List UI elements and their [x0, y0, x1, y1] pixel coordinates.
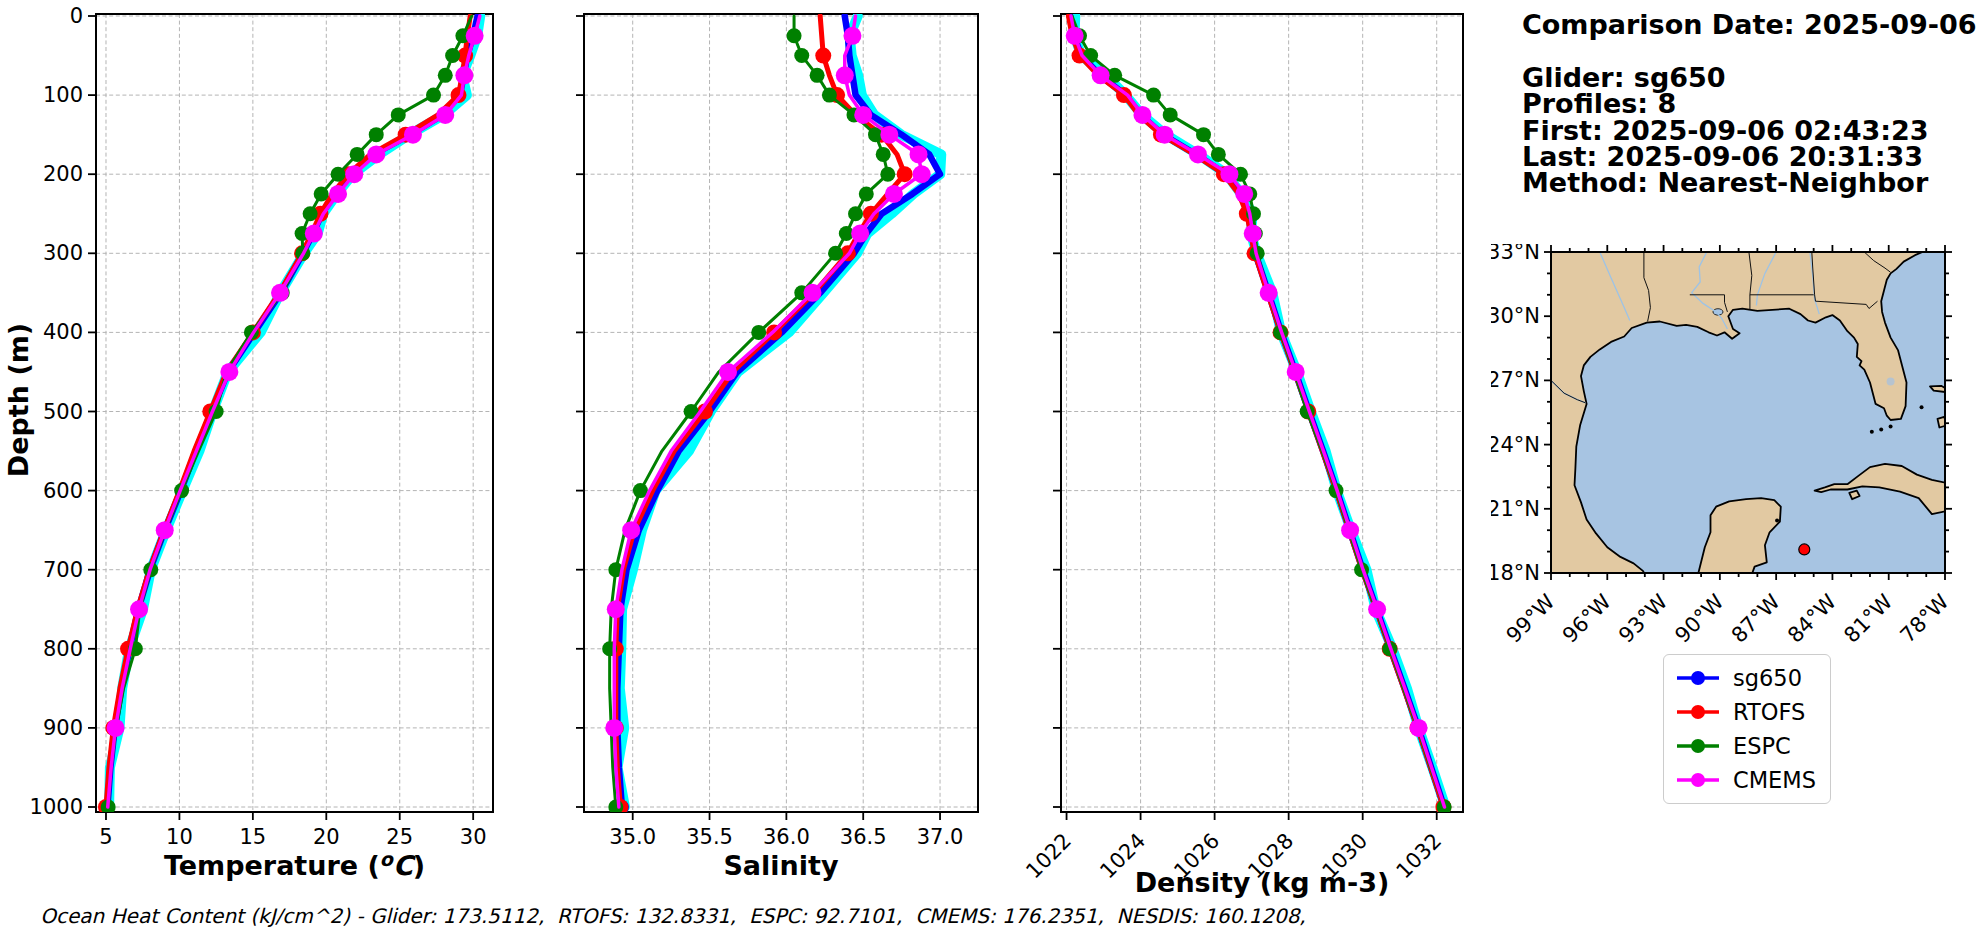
svg-text:0: 0: [70, 4, 83, 28]
svg-text:33°N: 33°N: [1491, 244, 1540, 264]
svg-text:35.0: 35.0: [609, 825, 656, 849]
svg-text:200: 200: [43, 162, 83, 186]
markers-CMEMS: [605, 27, 930, 737]
panel-density: 102210241026102810301032Density (kg m-3): [1021, 14, 1463, 898]
legend-item-RTOFS: RTOFS: [1675, 695, 1816, 729]
legend-item-CMEMS: CMEMS: [1675, 763, 1816, 797]
svg-text:1000: 1000: [30, 795, 83, 819]
svg-text:35.5: 35.5: [686, 825, 733, 849]
markers-ESPC: [101, 28, 471, 814]
svg-text:87°W: 87°W: [1727, 589, 1785, 644]
method: Method: Nearest-Neighbor: [1522, 170, 1977, 196]
first-profile-time: First: 2025-09-06 02:43:23: [1522, 118, 1977, 144]
markers-RTOFS: [98, 48, 473, 815]
svg-text:1032: 1032: [1391, 829, 1446, 884]
grid-temperature: [96, 14, 493, 812]
svg-text:20: 20: [313, 825, 340, 849]
svg-text:600: 600: [43, 479, 83, 503]
svg-text:93°W: 93°W: [1614, 589, 1672, 644]
svg-text:24°N: 24°N: [1491, 433, 1540, 457]
legend-item-sg650: sg650: [1675, 661, 1816, 695]
xlabel-salinity: Salinity: [723, 850, 839, 881]
svg-text:100: 100: [43, 83, 83, 107]
markers-RTOFS: [1072, 48, 1452, 815]
xlabel-temperature: Temperature (oC): [164, 848, 425, 881]
svg-text:81°W: 81°W: [1839, 589, 1897, 644]
panel-temperature: 5101520253001002003004005006007008009001…: [30, 4, 493, 881]
svg-text:15: 15: [239, 825, 266, 849]
legend-label: RTOFS: [1733, 699, 1805, 725]
svg-text:400: 400: [43, 320, 83, 344]
ticklabels-salinity: 35.0 35.5 36.0 36.5 37.0: [609, 825, 963, 849]
markers-ESPC: [1072, 28, 1452, 814]
svg-text:27°N: 27°N: [1491, 368, 1540, 392]
svg-text:90°W: 90°W: [1670, 589, 1728, 644]
legend-label: ESPC: [1733, 733, 1791, 759]
svg-text:30: 30: [460, 825, 487, 849]
svg-text:99°W: 99°W: [1502, 589, 1560, 644]
svg-text:10: 10: [166, 825, 193, 849]
svg-text:5: 5: [99, 825, 112, 849]
svg-text:36.5: 36.5: [840, 825, 887, 849]
location-map: 33°N 30°N 27°N 24°N 21°N 18°N 99°W96°W93°W90°W…: [1491, 244, 1971, 648]
svg-text:36.0: 36.0: [763, 825, 810, 849]
markers-CMEMS: [1066, 27, 1428, 737]
svg-text:84°W: 84°W: [1783, 589, 1841, 644]
figure: 5101520253001002003004005006007008009001…: [0, 0, 1987, 934]
xlabel-density: Density (kg m-3): [1135, 867, 1390, 898]
svg-text:78°W: 78°W: [1896, 589, 1954, 644]
svg-text:21°N: 21°N: [1491, 497, 1540, 521]
profiles-count: Profiles: 8: [1522, 91, 1977, 117]
glider-position-marker: [1799, 544, 1810, 555]
profile-charts: 5101520253001002003004005006007008009001…: [0, 0, 1500, 934]
markers-ESPC: [602, 28, 895, 814]
legend-label: CMEMS: [1733, 767, 1816, 793]
ohc-footer: Ocean Heat Content (kJ/cm^2) - Glider: 1…: [0, 904, 1346, 928]
legend: sg650 RTOFS ESPC CMEMS: [1663, 654, 1831, 804]
spines-salinity: [584, 14, 978, 812]
svg-text:500: 500: [43, 400, 83, 424]
svg-text:900: 900: [43, 716, 83, 740]
svg-text:18°N: 18°N: [1491, 561, 1540, 585]
legend-item-ESPC: ESPC: [1675, 729, 1816, 763]
lake-okeechobee: [1887, 377, 1895, 385]
svg-text:700: 700: [43, 558, 83, 582]
legend-label: sg650: [1733, 665, 1802, 691]
markers-CMEMS: [107, 27, 484, 737]
markers-RTOFS: [608, 48, 913, 815]
svg-text:800: 800: [43, 637, 83, 661]
svg-text:300: 300: [43, 241, 83, 265]
svg-text:1022: 1022: [1021, 829, 1076, 884]
ylabel-depth: Depth (m): [3, 323, 34, 477]
grid-salinity: [584, 14, 978, 812]
comparison-date: Comparison Date: 2025-09-06: [1522, 12, 1977, 38]
info-block: Comparison Date: 2025-09-06 Glider: sg65…: [1522, 12, 1977, 197]
profiles-svg: 5101520253001002003004005006007008009001…: [0, 0, 1500, 934]
map-svg: 33°N 30°N 27°N 24°N 21°N 18°N 99°W96°W93°W90°W…: [1491, 244, 1971, 644]
info-spacer: [1522, 38, 1977, 64]
spines-temperature: [96, 14, 493, 812]
svg-text:25: 25: [386, 825, 413, 849]
svg-text:96°W: 96°W: [1558, 589, 1616, 644]
svg-text:37.0: 37.0: [917, 825, 964, 849]
svg-text:30°N: 30°N: [1491, 304, 1540, 328]
